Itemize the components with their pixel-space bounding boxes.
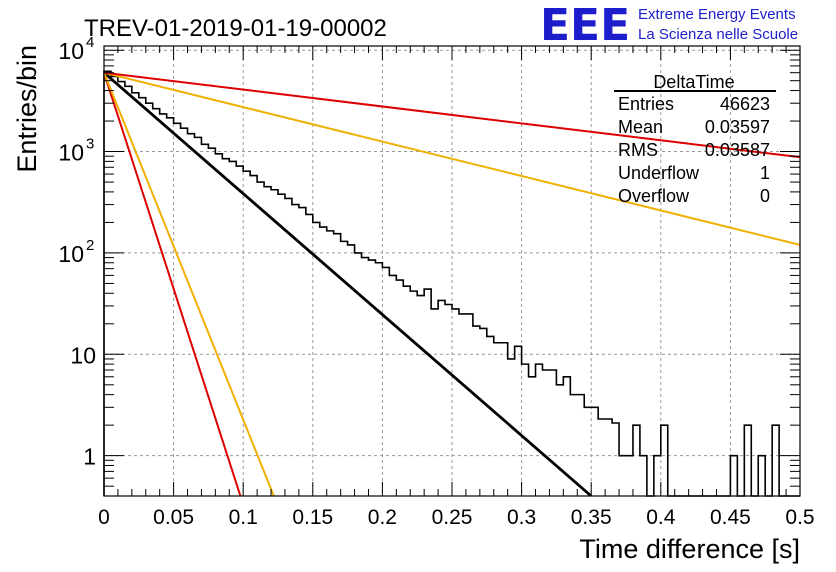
plot-frame — [103, 45, 801, 497]
x-tick-label: 0.2 — [368, 506, 397, 529]
grid-lines — [104, 46, 800, 496]
axes: 0 0.05 0.1 0.15 0.2 0.25 0.3 0.35 0.4 0.45 0.51101… — [58, 34, 814, 529]
stats-label: Underflow — [618, 163, 700, 183]
stats-value: 46623 — [720, 94, 770, 114]
stats-value: 1 — [760, 163, 770, 183]
eee-logo-line1: Extreme Energy Events — [638, 6, 796, 23]
stats-label: Overflow — [618, 186, 690, 206]
stats-rows: Entries 46623 Mean 0.03597 RMS 0.03587Underfl… — [618, 94, 770, 206]
x-tick-label: 0.15 — [292, 506, 333, 529]
fit-line-3 — [104, 72, 275, 496]
stats-value: 0.03587 — [705, 140, 770, 160]
y-tick-label: 1 — [83, 444, 96, 470]
stats-box: DeltaTime Entries 46623 Mean 0.03597 RMS 0.03… — [614, 72, 776, 206]
x-axis-label: Time difference [s] — [579, 534, 800, 564]
data-series — [103, 70, 800, 497]
fit-line-1 — [104, 71, 593, 496]
eee-logo-line2: La Scienza nelle Scuole — [638, 26, 798, 43]
x-tick-label: 0.3 — [507, 506, 536, 529]
x-tick-label: 0.25 — [432, 506, 473, 529]
eee-logo: EEE Extreme Energy Events La Scienza nel… — [540, 0, 798, 51]
fit-line-5 — [104, 71, 800, 159]
y-tick-label: 10 — [58, 140, 84, 166]
eee-logo-text: EEE — [540, 0, 630, 51]
x-tick-label: 0.35 — [571, 506, 612, 529]
y-tick-label: 10 — [58, 38, 84, 64]
y-tick-label: 10 — [58, 241, 84, 267]
stats-value: 0.03597 — [705, 117, 770, 137]
x-tick-label: 0.45 — [710, 506, 751, 529]
stats-value: 0 — [760, 186, 770, 206]
chart-title: TREV-01-2019-01-19-00002 — [84, 15, 387, 42]
fit-line-4 — [104, 71, 800, 246]
y-tick-exponent: 4 — [86, 34, 94, 51]
x-tick-label: 0.5 — [785, 506, 814, 529]
x-tick-label: 0.4 — [646, 506, 676, 529]
fit-line-2 — [104, 72, 242, 496]
y-tick-exponent: 3 — [86, 136, 94, 153]
stats-label: Entries — [618, 94, 674, 114]
y-axis-label: Entries/bin — [12, 45, 42, 173]
y-tick-label: 10 — [70, 342, 96, 368]
x-tick-label: 0.05 — [153, 506, 194, 529]
histogram-bars — [103, 70, 800, 497]
x-tick-label: 0 — [98, 506, 110, 529]
stats-title: DeltaTime — [653, 72, 734, 92]
x-tick-label: 0.1 — [229, 506, 258, 529]
stats-label: Mean — [618, 117, 663, 137]
stats-label: RMS — [618, 140, 658, 160]
y-tick-exponent: 2 — [86, 237, 94, 254]
